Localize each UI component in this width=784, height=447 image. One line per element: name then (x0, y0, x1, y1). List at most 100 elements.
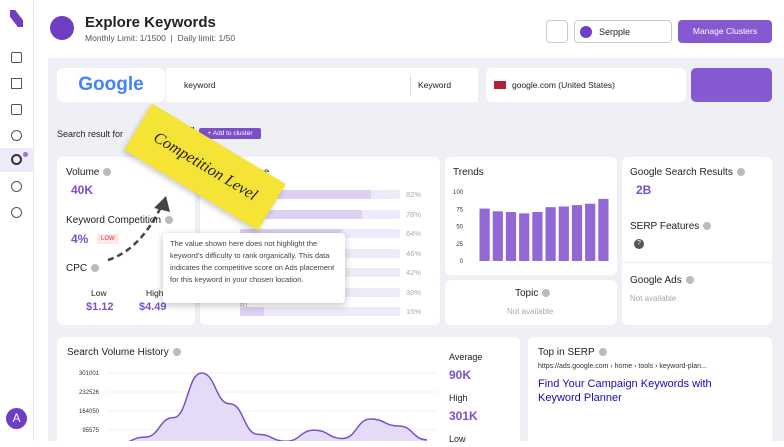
average-value: 90K (449, 368, 472, 382)
serp-features-label: SERP Features (630, 221, 712, 232)
monthly-limit: Monthly Limit: 1/1500 (85, 33, 166, 43)
bar (240, 209, 362, 219)
history-card: Search Volume History 271009557516405023… (57, 337, 520, 447)
bar (519, 213, 530, 261)
bar (585, 203, 596, 261)
sidebar: A (0, 0, 34, 441)
result-text: Search result for (57, 129, 124, 139)
bar-label: 64% (406, 229, 422, 238)
nav-icon[interactable] (11, 78, 22, 89)
search-input[interactable]: keyword (166, 68, 478, 102)
y-tick-label: 95575 (82, 428, 99, 434)
history-title: Search Volume History (67, 347, 181, 358)
add-cluster-chip[interactable]: + Add to cluster (199, 128, 261, 139)
limits: Monthly Limit: 1/1500 | Daily limit: 1/5… (85, 33, 236, 43)
trends-card: Trends 0 25 50 75 100 (445, 157, 617, 275)
serp-link[interactable]: Find Your Campaign Keywords with Keyword… (538, 378, 712, 404)
bar (558, 206, 569, 261)
y-tick-label: 50 (456, 225, 463, 231)
result-label: Search result for (57, 129, 123, 139)
bar-label: 15% (406, 307, 422, 316)
bar (240, 307, 264, 316)
volume-label: Volume (66, 167, 112, 178)
ads-value: Not available (630, 294, 677, 303)
bar (598, 198, 609, 261)
bar (492, 211, 503, 261)
nav-icon[interactable] (11, 104, 22, 115)
y-tick-label: 301001 (79, 371, 100, 377)
serp-results-label: Google Search Results (630, 167, 745, 178)
avatar[interactable]: A (6, 408, 27, 429)
page-title: Explore Keywords (85, 14, 216, 31)
bar (545, 207, 556, 261)
volume-value: 40K (71, 183, 94, 197)
nav-icon[interactable] (11, 181, 22, 192)
nav-icon[interactable] (11, 52, 22, 63)
bar (571, 205, 583, 261)
bar-track (240, 307, 400, 316)
bar (505, 212, 517, 261)
competition-value: 4% (71, 232, 89, 246)
project-select[interactable]: Serpple (574, 20, 672, 43)
serp-results-value: 2B (636, 183, 652, 197)
bar-label: 82% (406, 190, 422, 199)
bar (240, 190, 372, 199)
app-icon (50, 16, 74, 40)
competition-level: LOW (97, 234, 119, 244)
competition-label: Keyword Competition (66, 215, 174, 226)
daily-limit: Daily limit: 1/50 (177, 33, 236, 43)
bar-label: 76% (406, 209, 422, 219)
y-tick-label: 164050 (79, 409, 100, 415)
cpc-label: CPC (66, 263, 100, 274)
history-chart: 2710095575164050232526301001 (79, 371, 437, 441)
arrow (107, 196, 170, 262)
project-name: Serpple (599, 27, 631, 37)
manage-clusters-button[interactable]: Manage Clusters (678, 20, 772, 43)
cpc-high: $4.49 (139, 301, 167, 313)
high-label: High (449, 393, 468, 403)
nav-icon[interactable] (11, 130, 22, 141)
topic-card: Topic Not available (445, 280, 617, 325)
country-select[interactable]: google.com (United States) (486, 68, 686, 102)
topic-value: Not available (507, 307, 554, 316)
bar-label: 30% (406, 287, 422, 297)
tooltip: The value shown here does not highlight … (163, 233, 345, 303)
trends-chart: 0 25 50 75 100 (453, 190, 609, 265)
ads-label: Google Ads (630, 275, 694, 286)
nav-active[interactable] (0, 148, 34, 172)
top-serp-title: Top in SERP (538, 347, 607, 358)
logo[interactable] (10, 10, 23, 27)
y-tick-label: 75 (456, 207, 463, 213)
country: google.com (United States) (512, 80, 615, 90)
serp-url: https://ads.google.com › home › tools › … (538, 363, 707, 370)
topic-label: Topic (515, 288, 551, 299)
line (128, 372, 428, 441)
serp-card: Google Search Results 2B SERP Features ?… (622, 157, 772, 325)
serp-features-value: ? (634, 239, 644, 249)
bar (532, 212, 543, 261)
bar-label: 46% (406, 248, 422, 258)
y-tick-label: 0 (460, 259, 464, 265)
nav-icon[interactable] (11, 207, 22, 218)
query: keyword (184, 80, 216, 90)
folder-button[interactable] (546, 20, 568, 43)
search-button[interactable] (691, 68, 772, 102)
mode-select[interactable]: Keyword (410, 75, 478, 95)
bar-label: 42% (406, 268, 422, 277)
y-tick-label: 100 (453, 190, 464, 196)
top-serp-card: Top in SERP https://ads.google.com › hom… (528, 337, 772, 447)
cpc-low-label: Low (91, 288, 107, 298)
high-value: 301K (449, 409, 478, 423)
trends-title: Trends (453, 167, 484, 178)
y-tick-label: 232526 (79, 390, 100, 396)
low-label: Low (449, 434, 466, 444)
y-tick-label: 25 (456, 242, 463, 248)
cpc-low: $1.12 (86, 301, 114, 313)
engine-logo[interactable]: Google (57, 68, 165, 102)
average-label: Average (449, 352, 483, 362)
cpc-high-label: High (146, 288, 164, 298)
area (130, 373, 427, 441)
row-label: B1 (240, 303, 249, 310)
bar (479, 208, 490, 261)
